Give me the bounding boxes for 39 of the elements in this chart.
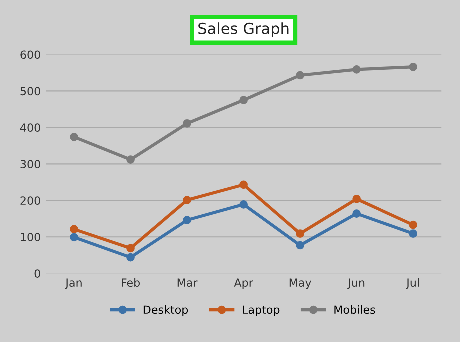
point bbox=[70, 233, 78, 242]
y-tick-label: 0 bbox=[34, 270, 40, 278]
point bbox=[183, 120, 192, 128]
y-tick-label: 100 bbox=[21, 233, 40, 242]
point bbox=[70, 133, 78, 142]
point bbox=[296, 71, 304, 80]
point bbox=[296, 241, 304, 250]
x-tick-label: Apr bbox=[234, 278, 254, 290]
point bbox=[183, 196, 192, 204]
y-tick-label: 200 bbox=[20, 196, 40, 206]
point bbox=[352, 66, 361, 74]
point bbox=[409, 62, 418, 72]
point bbox=[296, 230, 304, 238]
x-tick-label: Feb bbox=[122, 278, 140, 288]
chart-title: Sales Graph bbox=[198, 22, 289, 38]
legend-label: Mobiles bbox=[334, 305, 376, 314]
y-tick-label: 500 bbox=[20, 87, 40, 96]
y-tick-label: 300 bbox=[20, 160, 40, 169]
point bbox=[409, 220, 418, 230]
point bbox=[70, 225, 78, 234]
x-tick-label: Jul bbox=[406, 278, 420, 290]
point bbox=[352, 210, 361, 218]
point bbox=[126, 156, 135, 164]
point bbox=[126, 253, 135, 262]
x-tick-label: Jan bbox=[65, 278, 82, 290]
point bbox=[183, 216, 192, 225]
point bbox=[240, 96, 248, 104]
x-tick-label: Jun bbox=[348, 278, 365, 290]
point bbox=[409, 230, 418, 238]
point bbox=[352, 195, 361, 204]
point bbox=[240, 200, 248, 209]
y-tick-label: 600 bbox=[20, 50, 40, 60]
y-tick-label: 400 bbox=[20, 124, 40, 132]
legend-label: Desktop bbox=[144, 305, 188, 316]
point bbox=[126, 244, 135, 253]
legend-label: Laptop bbox=[243, 306, 280, 316]
point bbox=[240, 180, 248, 190]
x-tick-label: Mar bbox=[178, 278, 198, 288]
x-tick-label: May bbox=[290, 278, 312, 290]
